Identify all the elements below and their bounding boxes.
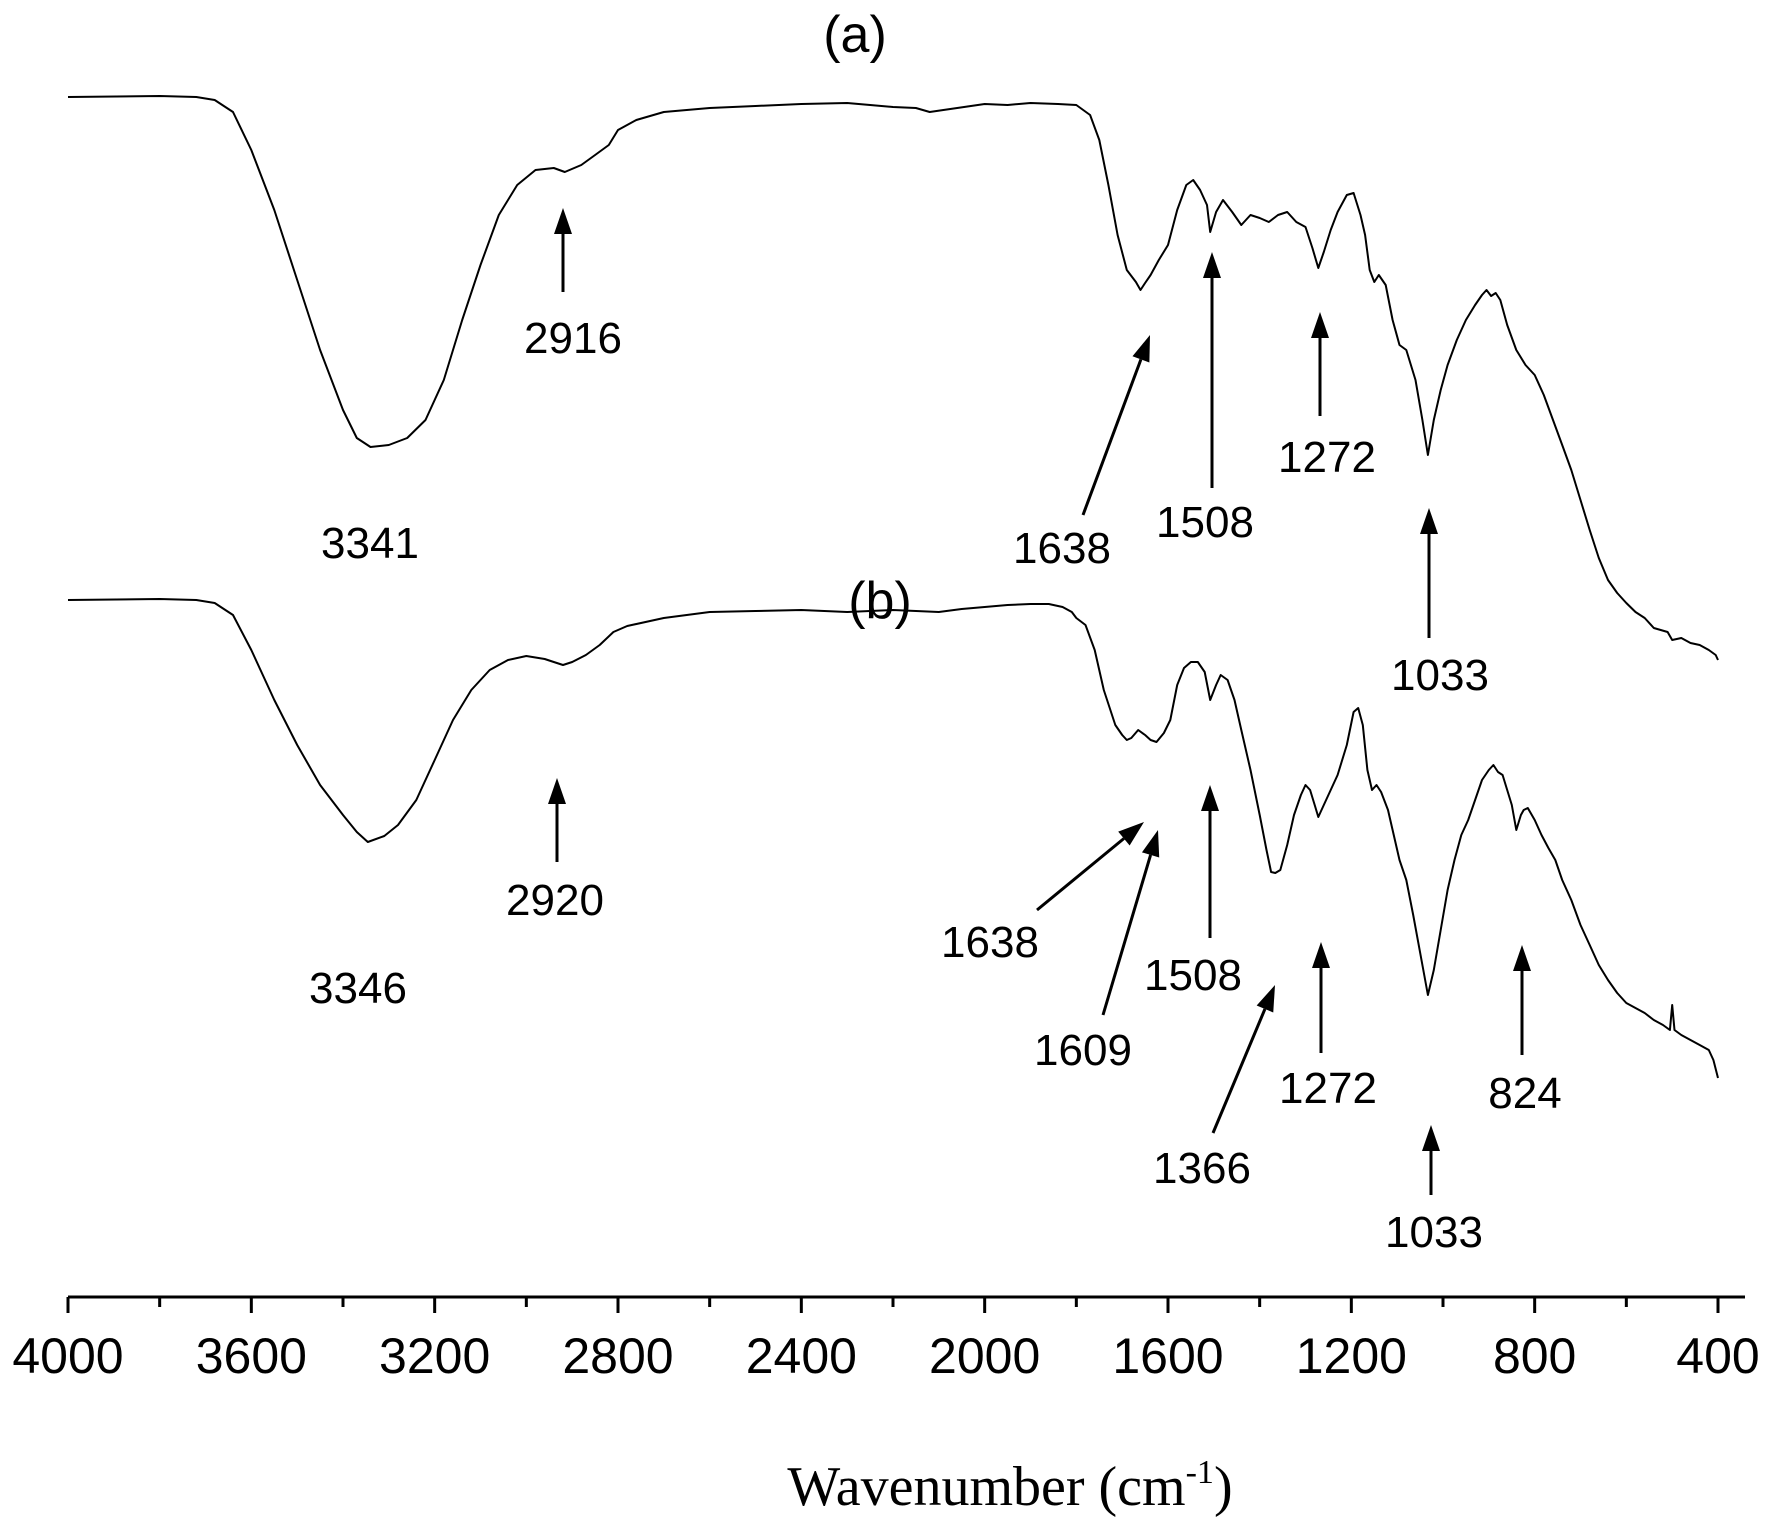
peak-arrow-a-1638 xyxy=(1081,358,1143,516)
x-tick-label: 3600 xyxy=(196,1328,307,1384)
peak-label-a-2916: 2916 xyxy=(524,314,622,363)
panel-label-a: (a) xyxy=(823,6,887,64)
peak-label-b-1508: 1508 xyxy=(1144,951,1242,1000)
panel-labels: (a) (b) xyxy=(823,6,912,630)
peak-arrowhead-b-1272 xyxy=(1312,942,1330,968)
peak-arrow-b-1366 xyxy=(1211,1008,1267,1134)
series-a-line xyxy=(67,95,1719,661)
peak-arrowhead-b-2920 xyxy=(548,778,566,804)
peak-arrowhead-b-1609 xyxy=(1141,830,1160,858)
peak-label-b-1272: 1272 xyxy=(1279,1064,1377,1113)
peak-annotations: 3341 2916 1638 1508 1272 1033 3346 2920 1638 1609… xyxy=(309,208,1562,1257)
peak-arrowhead-b-1638 xyxy=(1118,822,1144,846)
peak-arrowhead-b-824 xyxy=(1513,945,1531,971)
peak-label-b-1638: 1638 xyxy=(941,918,1039,967)
peak-arrow-b-1638 xyxy=(1036,837,1125,912)
peak-label-b-3346: 3346 xyxy=(309,964,407,1013)
peak-arrowhead-a-1033 xyxy=(1420,508,1438,534)
peak-label-b-824: 824 xyxy=(1488,1069,1561,1118)
x-tick-label: 2800 xyxy=(562,1328,673,1384)
x-axis: 4000 3600 3200 2800 2400 2000 1600 1200 800 400 xyxy=(12,1295,1760,1384)
peak-arrowhead-a-2916 xyxy=(554,208,572,234)
peak-arrowhead-b-1033 xyxy=(1422,1125,1440,1151)
x-tick-label: 800 xyxy=(1493,1328,1576,1384)
peak-label-a-1033: 1033 xyxy=(1391,651,1489,700)
peak-label-b-1033: 1033 xyxy=(1385,1208,1483,1257)
peak-arrowhead-a-1272 xyxy=(1311,312,1329,338)
x-tick-label: 1200 xyxy=(1296,1328,1407,1384)
peak-label-b-1609: 1609 xyxy=(1034,1026,1132,1075)
x-tick-label: 1600 xyxy=(1112,1328,1223,1384)
x-axis-label: Wavenumber (cm-1) xyxy=(787,1454,1232,1518)
series-b-line xyxy=(67,598,1719,1079)
x-tick-label: 3200 xyxy=(379,1328,490,1384)
peak-label-a-1638: 1638 xyxy=(1013,524,1111,573)
x-tick-label: 2000 xyxy=(929,1328,1040,1384)
x-tick-label: 4000 xyxy=(12,1328,123,1384)
peak-label-a-1508: 1508 xyxy=(1156,498,1254,547)
x-tick-label: 400 xyxy=(1676,1328,1759,1384)
peak-arrowhead-b-1366 xyxy=(1256,985,1275,1013)
peak-label-b-1366: 1366 xyxy=(1153,1144,1251,1193)
peak-arrow-b-1609 xyxy=(1101,854,1153,1016)
panel-label-b: (b) xyxy=(848,572,912,630)
peak-label-b-2920: 2920 xyxy=(506,876,604,925)
peak-arrowhead-b-1508 xyxy=(1201,785,1219,811)
peak-label-a-1272: 1272 xyxy=(1278,433,1376,482)
x-tick-label: 2400 xyxy=(746,1328,857,1384)
peak-arrowhead-a-1638 xyxy=(1132,335,1150,363)
spectrum-curves xyxy=(67,95,1719,1079)
peak-label-a-3341: 3341 xyxy=(321,519,419,568)
peak-arrowhead-a-1508 xyxy=(1203,252,1221,278)
